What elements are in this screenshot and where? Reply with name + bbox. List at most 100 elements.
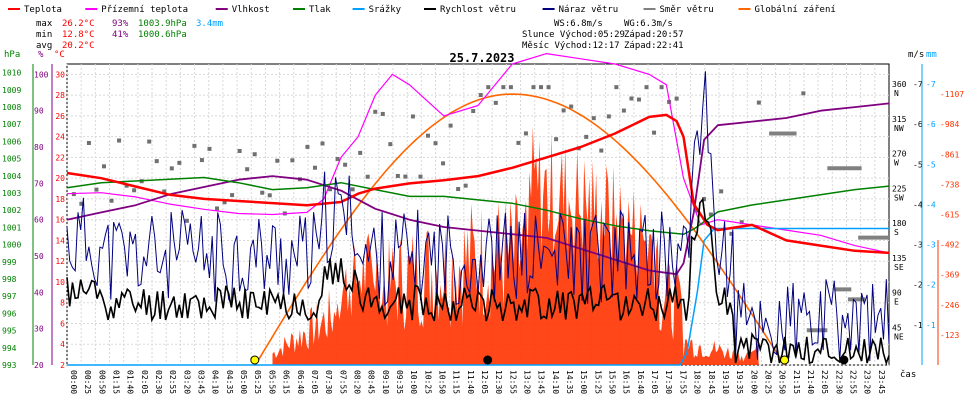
series-lines [66, 53, 890, 366]
x-tick-label: 07:30 [324, 370, 333, 394]
legend-label: Globální záření [755, 5, 836, 15]
pressure-tick: 1002 [2, 206, 21, 215]
legend-label: Rychlost větru [440, 5, 516, 15]
wind-direction-point [162, 189, 167, 194]
direction-tick: 45 [892, 323, 902, 332]
direction-label: NW [894, 124, 904, 133]
wind-direction-point [320, 141, 325, 146]
temperature-tick: 18 [55, 195, 65, 204]
wind-direction-point [237, 148, 242, 153]
legend-label: Teplota [24, 5, 62, 15]
wind-direction-point [410, 114, 415, 119]
x-tick-label: 11:40 [466, 370, 475, 394]
wind-direction-point [395, 173, 400, 178]
x-tick-label: 03:20 [182, 370, 191, 394]
pressure-tick: 1010 [2, 69, 21, 78]
wind-direction-point [418, 174, 423, 179]
wind-direction-point [606, 114, 611, 119]
left-unit-percent: % [38, 50, 44, 60]
legend: Teplota Přízemní teplota Vlhkost Tlak Srážky… [8, 5, 836, 15]
x-tick-label: 09:10 [381, 370, 390, 394]
wind-direction-point [584, 134, 589, 139]
pressure-tick: 1000 [2, 241, 21, 250]
rain-tick: -1 [926, 321, 936, 330]
x-tick-label: 22:05 [820, 370, 829, 394]
right-unit-mm: mm [926, 50, 937, 60]
legend-label: Náraz větru [559, 5, 619, 15]
humidity-tick: 50 [34, 252, 44, 261]
pressure-tick: 995 [2, 327, 17, 336]
direction-label: N [894, 89, 899, 98]
direction-tick: 225 [892, 184, 907, 193]
x-tick-label: 07:05 [310, 370, 319, 394]
stats-min-temp: 12.8°C [62, 30, 95, 40]
rain-tick: -6 [926, 120, 936, 129]
direction-label: E [894, 298, 899, 307]
x-tick-label: 12:30 [494, 370, 503, 394]
stats-moon-set: Západ:22:41 [624, 41, 684, 51]
wind-direction-point [486, 85, 491, 90]
stats-avg-temp: 20.2°C [62, 41, 95, 51]
stats-max-press: 1003.9hPa [138, 19, 187, 29]
wind-direction-point [614, 85, 619, 90]
wind-direction-point [501, 85, 506, 90]
direction-label: SW [894, 193, 904, 202]
sunset-marker [780, 355, 790, 365]
stats-moon: Měsíc Východ:12:17 [522, 41, 620, 51]
wind-direction-point [561, 108, 566, 113]
wind-direction-point [756, 100, 761, 105]
wind-tick: -4 [913, 200, 923, 209]
wind-direction-point [147, 139, 152, 144]
pressure-tick: 999 [2, 258, 17, 267]
x-tick-label: 21:40 [806, 370, 815, 394]
wind-direction-point [101, 164, 106, 169]
wind-direction-point [471, 109, 476, 114]
legend-label: Srážky [369, 5, 402, 15]
wind-tick: -2 [913, 281, 923, 290]
wind-direction-point [708, 212, 713, 217]
x-tick-label: 22:55 [848, 370, 857, 394]
stats-max-label: max [36, 19, 53, 29]
x-tick-label: 10:25 [423, 370, 432, 394]
stats-ws: WS:6.8m/s [554, 19, 603, 29]
humidity-tick: 40 [34, 288, 44, 297]
x-tick-label: 05:50 [267, 370, 276, 394]
x-tick-label: 17:55 [678, 370, 687, 394]
temperature-tick: 6 [60, 319, 65, 328]
x-tick-label: 21:15 [792, 370, 801, 394]
wind-direction-point [305, 144, 310, 149]
x-tick-label: 12:05 [480, 370, 489, 394]
wind-direction-point [328, 187, 333, 192]
wind-direction-point [516, 140, 521, 145]
wind-direction-point [117, 138, 122, 143]
x-tick-label: 20:25 [763, 370, 772, 394]
wind-direction-point [199, 158, 204, 163]
rain-tick: -4 [926, 200, 936, 209]
x-tick-label: 01:15 [112, 370, 121, 394]
left-unit-celsius: °C [54, 50, 65, 60]
wind-direction-point [358, 150, 363, 155]
wind-direction-point [448, 123, 453, 128]
x-tick-label: 18:20 [693, 370, 702, 394]
humidity-tick: 70 [34, 179, 44, 188]
wind-direction-point [335, 157, 340, 162]
wind-direction-point [154, 159, 159, 164]
radiation-fill [272, 126, 759, 365]
direction-tick: 180 [892, 219, 907, 228]
wind-direction-point [659, 85, 664, 90]
humidity-line [66, 102, 890, 276]
wind-tick: -1 [913, 321, 923, 330]
wind-direction-point [169, 166, 174, 171]
wind-direction-point [591, 116, 596, 121]
humidity-tick: 100 [34, 70, 49, 79]
moonset-marker [839, 355, 849, 365]
wind-tick: -7 [913, 80, 923, 89]
x-tick-label: 00:00 [69, 370, 78, 394]
wind-direction-point [801, 91, 806, 96]
wind-direction-point [629, 96, 634, 101]
wind-direction-point [177, 160, 182, 165]
temperature-tick: 26 [55, 112, 65, 121]
wind-direction-point [365, 174, 370, 179]
direction-tick: 90 [892, 289, 902, 298]
pressure-tick: 996 [2, 309, 17, 318]
